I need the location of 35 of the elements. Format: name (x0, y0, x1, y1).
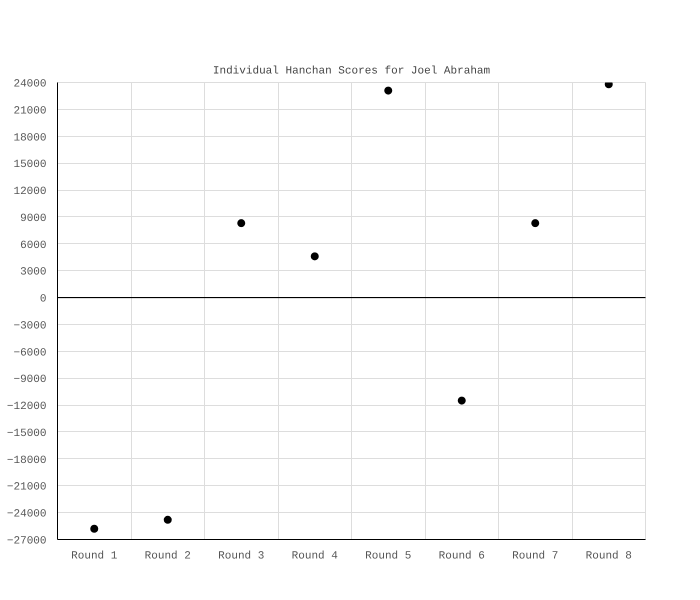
y-tick-label: 15000 (13, 159, 47, 172)
y-tick-label: 18000 (13, 132, 47, 144)
x-tick-label: Round 2 (144, 550, 191, 562)
y-tick-label: 0 (40, 294, 47, 306)
point (604, 82, 613, 88)
x-tick-label: Round 5 (365, 550, 412, 562)
y-tick-label: −6000 (13, 347, 47, 360)
x-tick-label: Round 6 (438, 550, 485, 562)
point (384, 86, 392, 95)
y-tick-label: −27000 (6, 536, 47, 548)
y-tick-label: 24000 (13, 78, 47, 90)
y-tick-label: −18000 (6, 454, 47, 467)
y-tick-label: −9000 (13, 374, 47, 386)
y-tick-label: 21000 (13, 105, 47, 118)
y-tick-label: 12000 (13, 186, 47, 198)
x-tick-label: Round 8 (586, 550, 632, 562)
x-tick-label: Round 3 (218, 550, 264, 562)
x-tick-label: Round 1 (71, 550, 118, 562)
point (310, 252, 319, 260)
y-tick-label: −3000 (13, 320, 47, 332)
point (531, 219, 540, 228)
y-tick-label: −15000 (6, 428, 47, 440)
x-tick-label: Round 4 (292, 550, 338, 562)
y-tick-label: 9000 (20, 212, 46, 225)
y-tick-label: −12000 (6, 401, 47, 414)
point (90, 524, 98, 533)
y-tick-label: −21000 (6, 482, 47, 494)
point (458, 396, 466, 405)
y-tick-label: 6000 (20, 240, 46, 252)
point (237, 219, 246, 228)
x-tick-label: Round 7 (512, 550, 558, 562)
chart-title: Individual Hanchan Scores for Joel Abraham (212, 66, 491, 78)
point (164, 516, 172, 524)
y-tick-label: −24000 (6, 508, 47, 521)
y-tick-label: 3000 (20, 266, 46, 279)
